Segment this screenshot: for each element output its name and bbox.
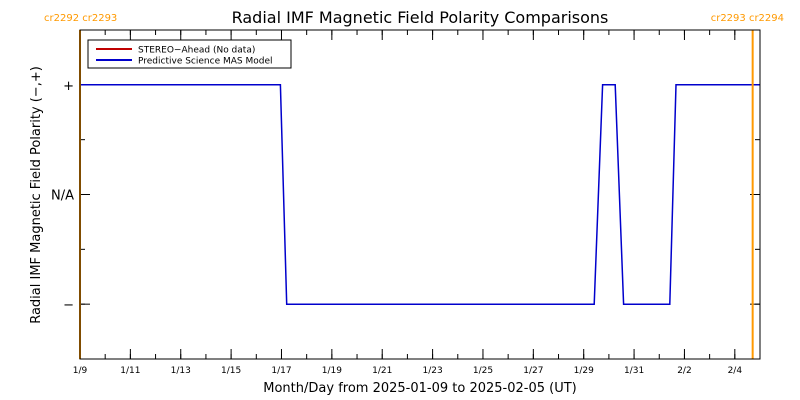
- x-tick-label: 1/25: [473, 366, 493, 376]
- x-tick-label: 1/15: [221, 366, 241, 376]
- y-tick-label: −: [63, 298, 74, 313]
- legend-label: Predictive Science MAS Model: [138, 57, 273, 67]
- x-tick-label: 1/19: [322, 366, 342, 376]
- x-tick-label: 1/29: [574, 366, 594, 376]
- x-axis-label: Month/Day from 2025-01-09 to 2025-02-05 …: [263, 381, 576, 396]
- y-tick-label: N/A: [51, 189, 74, 204]
- carrington-label-left: cr2292 cr2293: [44, 13, 117, 24]
- y-tick-label: +: [63, 79, 74, 94]
- legend-label: STEREO−Ahead (No data): [138, 46, 255, 56]
- x-tick-label: 1/11: [120, 366, 140, 376]
- legend-box: [87, 39, 292, 69]
- carrington-labels: cr2292 cr2293 cr2293 cr2294: [44, 13, 784, 24]
- x-tick-label: 2/4: [728, 366, 743, 376]
- series-line-mas-model: [80, 84, 760, 305]
- x-tick-label: 1/21: [372, 366, 392, 376]
- tick-labels: 1/9 1/11 1/13 1/15 1/17 1/19 1/21 1/23 1/25 1/27 1…: [51, 79, 742, 376]
- carrington-label-right: cr2293 cr2294: [711, 13, 784, 24]
- x-tick-label: 1/31: [624, 366, 644, 376]
- x-tick-label: 1/23: [422, 366, 442, 376]
- x-tick-label: 1/27: [523, 366, 543, 376]
- x-tick-label: 1/9: [73, 366, 88, 376]
- plot-frame: [79, 29, 761, 360]
- y-axis-label: Radial IMF Magnetic Field Polarity (−,+): [29, 66, 44, 324]
- x-tick-label: 1/13: [171, 366, 191, 376]
- legend: STEREO−Ahead (No data)Predictive Science…: [87, 39, 292, 69]
- chart-title: Radial IMF Magnetic Field Polarity Compa…: [232, 8, 609, 27]
- x-tick-label: 2/2: [677, 366, 691, 376]
- series-layer: [80, 84, 760, 305]
- x-tick-label: 1/17: [271, 366, 291, 376]
